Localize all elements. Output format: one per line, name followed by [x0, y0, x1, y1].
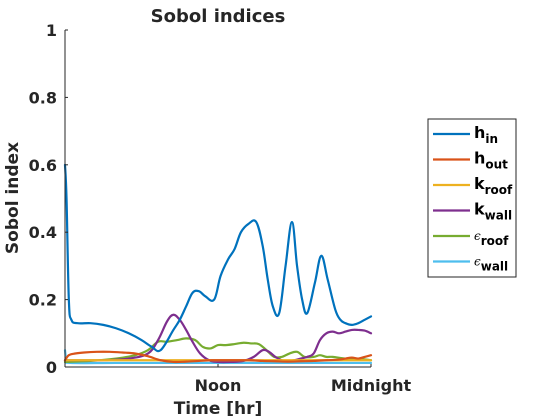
legend-item-k-wall: kwall [433, 200, 512, 223]
series-line-h-in [63, 163, 373, 353]
y-tick-label: 1 [46, 21, 57, 40]
x-tick-label: Midnight [331, 376, 412, 395]
y-tick-label: 0.6 [29, 156, 57, 175]
y-axis-ticks: 0 0.2 0.4 0.6 0.8 1 [29, 21, 68, 377]
y-tick-label: 0.2 [29, 291, 57, 310]
legend-label: ϵroof [474, 229, 509, 248]
series-line-k-wall [63, 313, 373, 364]
legend-item-h-out: hout [433, 149, 508, 172]
y-tick-label: 0.8 [29, 88, 57, 107]
legend-label: hin [474, 123, 498, 146]
legend-label: ϵwall [474, 255, 508, 274]
x-axis-label: Time [hr] [174, 399, 263, 419]
plot-area [65, 30, 371, 367]
legend-item-h-in: hin [433, 123, 498, 146]
y-tick-label: 0 [46, 358, 57, 377]
y-tick-label: 0.4 [29, 223, 57, 242]
legend-label: hout [474, 149, 508, 172]
chart-title: Sobol indices [151, 6, 286, 27]
series-layer [63, 163, 373, 365]
legend-label: kwall [474, 200, 512, 223]
legend-item-eps-wall: ϵwall [433, 255, 508, 274]
legend-box [427, 118, 517, 278]
x-tick-label: Noon [195, 376, 242, 395]
y-axis-label: Sobol index [3, 142, 23, 254]
legend-label: kroof [474, 174, 513, 197]
legend-item-eps-roof: ϵroof [433, 229, 509, 248]
x-axis-ticks: Noon Midnight [195, 364, 412, 395]
legend-item-k-roof: kroof [433, 174, 513, 197]
series-line-h-out [63, 350, 373, 364]
